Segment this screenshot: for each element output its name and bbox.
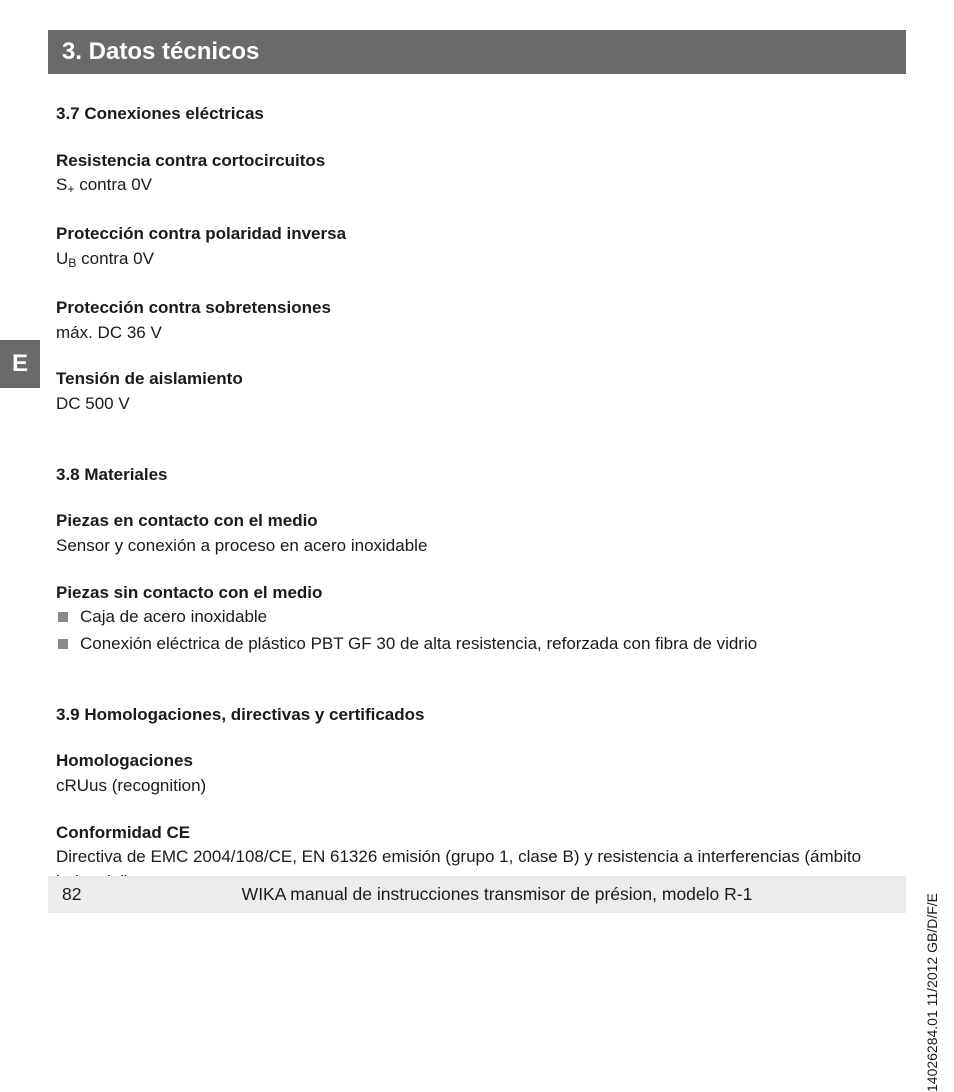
- block-nonwetted-parts: Piezas sin contacto con el medio Caja de…: [56, 581, 906, 657]
- text-prefix: S: [56, 175, 67, 194]
- block-body: S+ contra 0V: [56, 173, 906, 200]
- text-prefix: U: [56, 249, 68, 268]
- document-id-vertical: 14026284.01 11/2012 GB/D/F/E: [924, 893, 940, 1092]
- page-footer: 82 WIKA manual de instrucciones transmis…: [48, 876, 906, 913]
- subscript: +: [67, 182, 74, 196]
- block-body: UB contra 0V: [56, 247, 906, 274]
- block-title: Piezas en contacto con el medio: [56, 509, 906, 534]
- text-suffix: contra 0V: [76, 249, 154, 268]
- block-body: cRUus (recognition): [56, 774, 906, 799]
- heading-3-8: 3.8 Materiales: [56, 463, 906, 488]
- block-reverse-polarity: Protección contra polaridad inversa UB c…: [56, 222, 906, 274]
- section-header: 3. Datos técnicos: [48, 30, 906, 74]
- block-title: Piezas sin contacto con el medio: [56, 581, 906, 606]
- block-body: DC 500 V: [56, 392, 906, 417]
- block-title: Protección contra polaridad inversa: [56, 222, 906, 247]
- block-title: Tensión de aislamiento: [56, 367, 906, 392]
- block-short-circuit: Resistencia contra cortocircuitos S+ con…: [56, 149, 906, 201]
- block-title: Protección contra sobretensiones: [56, 296, 906, 321]
- heading-3-7: 3.7 Conexiones eléctricas: [56, 102, 906, 127]
- footer-title: WIKA manual de instrucciones transmisor …: [122, 884, 892, 905]
- block-title: Resistencia contra cortocircuitos: [56, 149, 906, 174]
- block-body: Sensor y conexión a proceso en acero ino…: [56, 534, 906, 559]
- block-title: Conformidad CE: [56, 821, 906, 846]
- block-approvals: Homologaciones cRUus (recognition): [56, 749, 906, 798]
- subscript: B: [68, 256, 76, 270]
- block-insulation: Tensión de aislamiento DC 500 V: [56, 367, 906, 416]
- heading-3-9: 3.9 Homologaciones, directivas y certifi…: [56, 703, 906, 728]
- page-body: 3. Datos técnicos 3.7 Conexiones eléctri…: [0, 0, 954, 894]
- bullet-list: Caja de acero inoxidable Conexión eléctr…: [56, 605, 906, 656]
- text-suffix: contra 0V: [75, 175, 153, 194]
- list-item: Caja de acero inoxidable: [56, 605, 906, 630]
- block-title: Homologaciones: [56, 749, 906, 774]
- block-body: máx. DC 36 V: [56, 321, 906, 346]
- block-overvoltage: Protección contra sobretensiones máx. DC…: [56, 296, 906, 345]
- block-wetted-parts: Piezas en contacto con el medio Sensor y…: [56, 509, 906, 558]
- content-area: 3.7 Conexiones eléctricas Resistencia co…: [48, 102, 906, 894]
- page-number: 82: [62, 884, 122, 905]
- list-item: Conexión eléctrica de plástico PBT GF 30…: [56, 632, 906, 657]
